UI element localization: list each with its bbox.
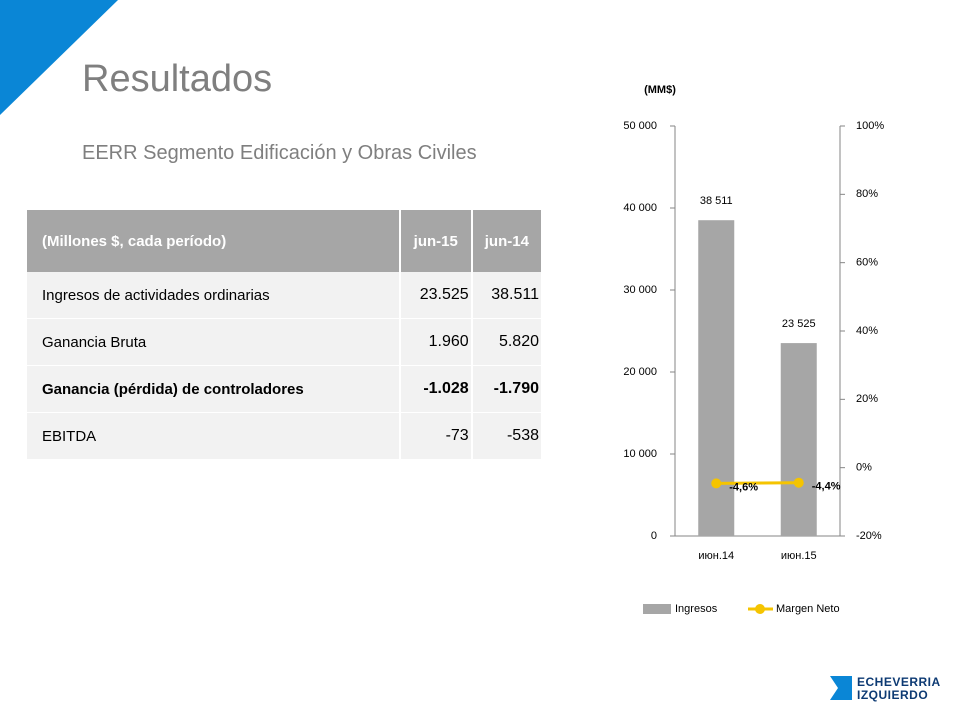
bar — [780, 343, 817, 536]
title: Resultados — [82, 58, 273, 100]
value-label: 38 511 — [700, 195, 733, 207]
y-tick-label: 0 — [651, 530, 657, 542]
y2-tick-label: 60% — [856, 257, 878, 269]
table-cell: -538 — [471, 412, 544, 460]
logo-mark — [830, 676, 852, 700]
y2-tick-label: 0% — [856, 462, 872, 474]
table-row: Ganancia Bruta 1.960 5.820 — [27, 318, 544, 366]
y2-tick-label: 100% — [856, 120, 884, 132]
y2-tick-label: 40% — [856, 325, 878, 337]
results-table: (Millones $, cada período) jun-15 jun-14 In… — [27, 210, 544, 460]
value-label: 23 525 — [782, 318, 816, 330]
table-row: EBITDA -73 -538 — [27, 412, 544, 460]
table-cell: Ganancia (pérdida) de controladores — [27, 365, 401, 413]
table-cell: Ingresos de actividades ordinarias — [27, 272, 401, 319]
legend-swatch — [755, 604, 765, 614]
header-cell: jun-14 — [471, 210, 544, 272]
corner-triangle — [0, 0, 118, 115]
y2-tick-label: -20% — [856, 530, 882, 542]
table-row: Ganancia (pérdida) de controladores -1.02… — [27, 365, 544, 413]
y-tick-label: 40 000 — [623, 202, 657, 214]
y-tick-label: 20 000 — [623, 366, 657, 378]
line-point — [711, 478, 722, 489]
header-row: (Millones $, cada período) jun-15 jun-14 — [27, 210, 544, 272]
logo: ECHEVERRIA IZQUIERDO — [857, 676, 941, 702]
table-cell: EBITDA — [27, 412, 401, 460]
unit-label: (MM$) — [644, 84, 676, 96]
logo-line: ECHEVERRIA — [857, 675, 941, 689]
table-cell: -1.028 — [399, 365, 473, 413]
value-label: -4,6% — [729, 481, 758, 493]
table-cell: -73 — [399, 412, 473, 460]
y-tick-label: 30 000 — [623, 284, 657, 296]
table-cell: 5.820 — [471, 318, 544, 366]
table-cell: 38.511 — [471, 272, 544, 319]
y-tick-label: 50 000 — [623, 120, 657, 132]
table-cell: 23.525 — [399, 272, 473, 319]
x-tick-label: июн.15 — [781, 550, 817, 562]
legend-label: Margen Neto — [776, 603, 840, 615]
x-tick-label: июн.14 — [698, 550, 734, 562]
table-row: Ingresos de actividades ordinarias 23.525… — [27, 272, 544, 319]
value-label: -4,4% — [812, 481, 841, 493]
header-cell: (Millones $, cada período) — [27, 210, 401, 272]
legend-swatch — [643, 604, 671, 614]
line-point — [793, 477, 804, 488]
line — [716, 481, 799, 485]
y2-tick-label: 20% — [856, 393, 878, 405]
subtitle: EERR Segmento Edificación y Obras Civile… — [82, 142, 477, 164]
table-cell: 1.960 — [399, 318, 473, 366]
y2-tick-label: 80% — [856, 188, 878, 200]
logo-line: IZQUIERDO — [857, 688, 929, 702]
table-cell: -1.790 — [471, 365, 544, 413]
legend-label: Ingresos — [675, 603, 718, 615]
header-cell: jun-15 — [399, 210, 473, 272]
y-tick-label: 10 000 — [623, 448, 657, 460]
table-cell: Ganancia Bruta — [27, 318, 401, 366]
